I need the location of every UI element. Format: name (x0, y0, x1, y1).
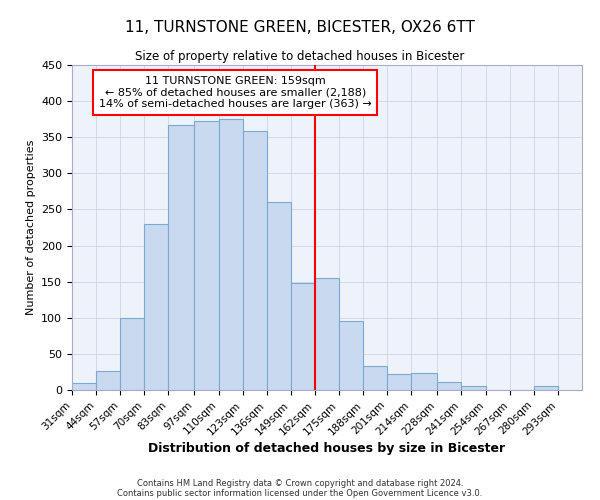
Text: 11, TURNSTONE GREEN, BICESTER, OX26 6TT: 11, TURNSTONE GREEN, BICESTER, OX26 6TT (125, 20, 475, 35)
Bar (145, 224, 169, 390)
Bar (267, 202, 291, 390)
Text: Contains public sector information licensed under the Open Government Licence v3: Contains public sector information licen… (118, 488, 482, 498)
Y-axis label: Number of detached properties: Number of detached properties (26, 140, 35, 315)
Bar (72, 383, 96, 390)
Bar (169, 125, 194, 390)
Bar (461, 386, 485, 390)
Bar (218, 119, 242, 390)
Bar (315, 278, 339, 390)
Bar (194, 120, 218, 390)
Bar (291, 283, 315, 390)
Bar (120, 318, 145, 390)
Bar (339, 322, 363, 390)
Bar (437, 382, 461, 390)
Text: Contains HM Land Registry data © Crown copyright and database right 2024.: Contains HM Land Registry data © Crown c… (137, 478, 463, 488)
Bar (534, 386, 558, 390)
Bar (242, 132, 267, 390)
Bar (412, 374, 437, 390)
X-axis label: Distribution of detached houses by size in Bicester: Distribution of detached houses by size … (148, 442, 506, 455)
Bar (363, 366, 387, 390)
Bar (387, 374, 412, 390)
Bar (96, 370, 120, 390)
Text: Size of property relative to detached houses in Bicester: Size of property relative to detached ho… (136, 50, 464, 63)
Text: 11 TURNSTONE GREEN: 159sqm
← 85% of detached houses are smaller (2,188)
14% of s: 11 TURNSTONE GREEN: 159sqm ← 85% of deta… (99, 76, 371, 109)
